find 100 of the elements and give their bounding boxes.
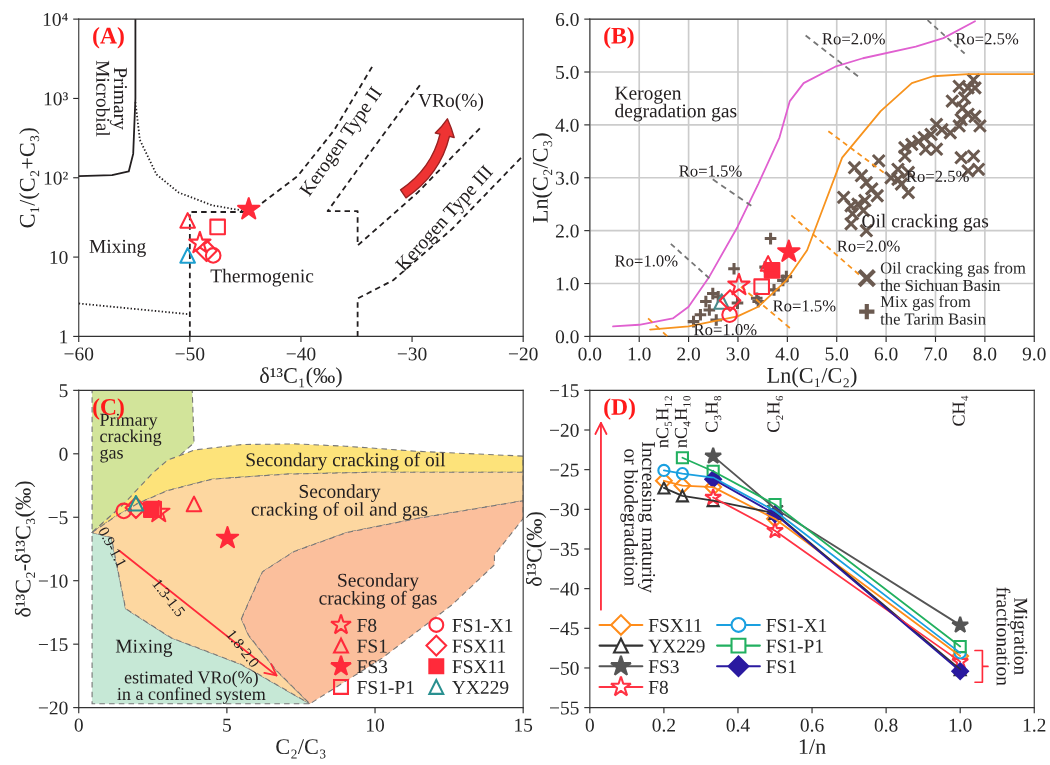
annotation: Ro=2.5% bbox=[955, 33, 1019, 45]
x-tick-label: 5.0 bbox=[825, 347, 849, 361]
x-tick-label: 15 bbox=[515, 718, 533, 732]
legend-label: FSX11 bbox=[452, 639, 506, 653]
x-tick-label: −60 bbox=[64, 347, 94, 361]
x-axis-title: 1/n bbox=[799, 739, 826, 755]
y-tick-label: −55 bbox=[549, 701, 579, 715]
annotation: nC₅H₁₂ bbox=[656, 396, 672, 448]
x-tick-label: 6.0 bbox=[874, 347, 898, 361]
y-tick-label: 10³ bbox=[44, 92, 68, 106]
legend-label: YX229 bbox=[452, 680, 509, 694]
legend-label: FS1 bbox=[766, 660, 796, 674]
legend-label: Mix gas from the Tarim Basin bbox=[880, 295, 986, 325]
y-tick-label: 1 bbox=[60, 330, 68, 344]
legend-label: FS1-X1 bbox=[452, 618, 513, 632]
y-tick-label: −45 bbox=[549, 622, 579, 636]
x-tick-label: 5 bbox=[223, 718, 231, 732]
y-tick-label: 0 bbox=[59, 447, 68, 461]
y-tick-label: 4.0 bbox=[555, 118, 579, 132]
x-tick-label: 0.6 bbox=[800, 718, 824, 732]
y-tick-label: 3.0 bbox=[556, 171, 579, 185]
y-tick-label: −20 bbox=[549, 423, 579, 437]
x-tick-label: 7.0 bbox=[924, 347, 947, 361]
legend-label: FS1 bbox=[357, 639, 387, 653]
x-tick-label: 0 bbox=[585, 718, 594, 732]
y-axis-title: C₁/(C₂+C₃) bbox=[19, 128, 40, 228]
x-tick-label: 0.4 bbox=[726, 718, 750, 732]
annotation: Ro=1.5% bbox=[773, 300, 836, 312]
legend-label: F8 bbox=[648, 680, 668, 694]
x-tick-label: 0.2 bbox=[652, 718, 675, 732]
x-tick-label: 3.0 bbox=[726, 347, 750, 361]
x-tick-label: 1.0 bbox=[949, 718, 972, 732]
annotation: C₂H₆ bbox=[767, 395, 784, 433]
y-tick-label: −15 bbox=[38, 638, 68, 652]
y-tick-label: −20 bbox=[38, 701, 68, 715]
y-tick-label: −15 bbox=[549, 384, 579, 398]
y-tick-label: −5 bbox=[48, 511, 68, 525]
annotation: VRo(%) bbox=[418, 93, 484, 111]
y-tick-label: 5 bbox=[59, 384, 68, 398]
chart-title: (A) bbox=[93, 27, 124, 49]
x-tick-label: 1.2 bbox=[1023, 718, 1046, 732]
y-tick-label: −30 bbox=[549, 503, 579, 517]
x-axis-title: C₂/C₃ bbox=[276, 739, 326, 759]
chart-title: (D) bbox=[604, 398, 635, 420]
x-axis-title: Ln(C₁/C₂) bbox=[767, 367, 857, 388]
x-tick-label: 4.0 bbox=[775, 347, 799, 361]
x-tick-label: 0.0 bbox=[578, 347, 602, 361]
annotation: Migration fractionation bbox=[996, 587, 1028, 686]
chart-title: (B) bbox=[604, 27, 634, 49]
legend-label: FS3 bbox=[648, 660, 679, 674]
legend-label: FS1-P1 bbox=[357, 680, 414, 694]
x-tick-label: 1.0 bbox=[628, 347, 651, 361]
annotation: Ro=2.0% bbox=[822, 33, 885, 45]
legend-label: FSX11 bbox=[452, 660, 506, 674]
y-axis-title: Ln(C₂/C₃) bbox=[532, 133, 553, 223]
y-tick-label: 5.0 bbox=[556, 65, 579, 80]
x-tick-label: −50 bbox=[175, 347, 205, 361]
annotation: Secondary cracking of oil and gas bbox=[251, 484, 428, 520]
legend-label: F8 bbox=[357, 618, 377, 632]
x-tick-label: 10 bbox=[367, 718, 385, 732]
annotation: nC₄H₁₀ bbox=[674, 395, 691, 448]
legend-label: FS1-X1 bbox=[766, 618, 827, 632]
annotation: Oil cracking gas bbox=[862, 213, 989, 232]
x-tick-label: 9.0 bbox=[1022, 347, 1046, 361]
y-tick-label: −40 bbox=[549, 582, 579, 596]
annotation: Ro=1.0% bbox=[615, 255, 678, 267]
x-tick-label: 0 bbox=[74, 718, 83, 732]
x-tick-label: 0.8 bbox=[874, 718, 898, 732]
annotation: Ro=2.0% bbox=[837, 240, 900, 252]
legend-label: FSX11 bbox=[648, 618, 702, 632]
annotation: Kerogen degradation gas bbox=[615, 86, 737, 122]
y-axis-title: δ¹³C(‰) bbox=[525, 512, 547, 586]
annotation: Mixing bbox=[89, 239, 146, 257]
x-axis-title: δ¹³C₁(‰) bbox=[260, 367, 342, 388]
annotation: Secondary cracking of oil bbox=[246, 452, 446, 471]
annotation: CH₄ bbox=[952, 395, 969, 426]
legend-label: Oil cracking gas from the Sichuan Basin bbox=[880, 261, 1026, 292]
y-tick-label: 2.0 bbox=[555, 224, 579, 238]
annotation: Mixing bbox=[115, 639, 173, 657]
annotation: Thermogenic bbox=[210, 268, 314, 287]
legend-label: FS3 bbox=[357, 660, 388, 674]
annotation: Increasing maturity or biodegradation bbox=[620, 442, 656, 594]
y-tick-label: −25 bbox=[549, 463, 579, 477]
y-tick-label: 0.0 bbox=[555, 330, 579, 344]
x-tick-label: 2.0 bbox=[677, 347, 700, 361]
y-tick-label: 6.0 bbox=[555, 12, 579, 27]
legend-label: FS1-P1 bbox=[766, 639, 823, 653]
legend-label: YX229 bbox=[648, 639, 705, 653]
y-tick-label: 10⁴ bbox=[43, 12, 68, 27]
y-tick-label: 10² bbox=[44, 171, 68, 185]
y-axis-title: δ¹³C₂-δ¹³C₃(‰) bbox=[14, 481, 36, 617]
annotation: Ro=1.5% bbox=[679, 165, 742, 177]
annotation: Ro=1.0% bbox=[694, 324, 757, 336]
x-tick-label: −30 bbox=[397, 347, 427, 361]
y-tick-label: 10 bbox=[50, 250, 68, 265]
annotation: C₃H₈ bbox=[705, 395, 722, 433]
annotation: estimated VRo(%) in a confined system bbox=[117, 670, 266, 704]
x-tick-label: 8.0 bbox=[973, 347, 997, 361]
y-tick-label: −50 bbox=[549, 661, 579, 675]
y-tick-label: −10 bbox=[38, 574, 68, 588]
